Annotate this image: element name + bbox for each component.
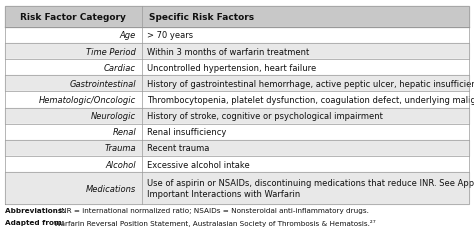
Bar: [5, 92, 469, 108]
Bar: [5, 44, 469, 60]
Text: Age: Age: [120, 31, 136, 40]
Bar: [5, 124, 469, 140]
Text: Within 3 months of warfarin treatment: Within 3 months of warfarin treatment: [147, 47, 310, 56]
Bar: [5, 172, 469, 204]
Text: History of stroke, cognitive or psychological impairment: History of stroke, cognitive or psycholo…: [147, 112, 383, 121]
Text: Thrombocytopenia, platelet dysfunction, coagulation defect, underlying malignanc: Thrombocytopenia, platelet dysfunction, …: [147, 96, 474, 105]
Text: Use of aspirin or NSAIDs, discontinuing medications that reduce INR. See Appendi: Use of aspirin or NSAIDs, discontinuing …: [147, 178, 474, 198]
Text: Adapted from:: Adapted from:: [5, 219, 67, 225]
Text: Alcohol: Alcohol: [105, 160, 136, 169]
Text: Time Period: Time Period: [86, 47, 136, 56]
Bar: [5, 28, 469, 44]
Text: Uncontrolled hypertension, heart failure: Uncontrolled hypertension, heart failure: [147, 64, 317, 73]
Text: Excessive alcohol intake: Excessive alcohol intake: [147, 160, 250, 169]
Bar: [5, 108, 469, 124]
Bar: [5, 7, 469, 28]
Text: Risk Factor Category: Risk Factor Category: [20, 13, 126, 22]
Text: Cardiac: Cardiac: [104, 64, 136, 73]
Bar: [5, 156, 469, 172]
Text: Recent trauma: Recent trauma: [147, 144, 210, 153]
Text: Renal insufficiency: Renal insufficiency: [147, 128, 227, 137]
Text: Neurologic: Neurologic: [91, 112, 136, 121]
Text: > 70 years: > 70 years: [147, 31, 193, 40]
Text: Abbreviations:: Abbreviations:: [5, 207, 67, 213]
Bar: [5, 76, 469, 92]
Text: History of gastrointestinal hemorrhage, active peptic ulcer, hepatic insufficien: History of gastrointestinal hemorrhage, …: [147, 79, 474, 88]
Text: Warfarin Reversal Position Statement, Australasian Society of Thrombosis & Hemat: Warfarin Reversal Position Statement, Au…: [54, 219, 376, 226]
Text: Hematologic/Oncologic: Hematologic/Oncologic: [39, 96, 136, 105]
Text: Gastrointestinal: Gastrointestinal: [70, 79, 136, 88]
Text: Medications: Medications: [86, 184, 136, 193]
Text: Renal: Renal: [112, 128, 136, 137]
Bar: [5, 60, 469, 76]
Text: INR = international normalized ratio; NSAIDs = Nonsteroidal anti-inflammatory dr: INR = international normalized ratio; NS…: [59, 207, 369, 213]
Text: Trauma: Trauma: [104, 144, 136, 153]
Bar: [5, 140, 469, 156]
Text: Specific Risk Factors: Specific Risk Factors: [149, 13, 254, 22]
